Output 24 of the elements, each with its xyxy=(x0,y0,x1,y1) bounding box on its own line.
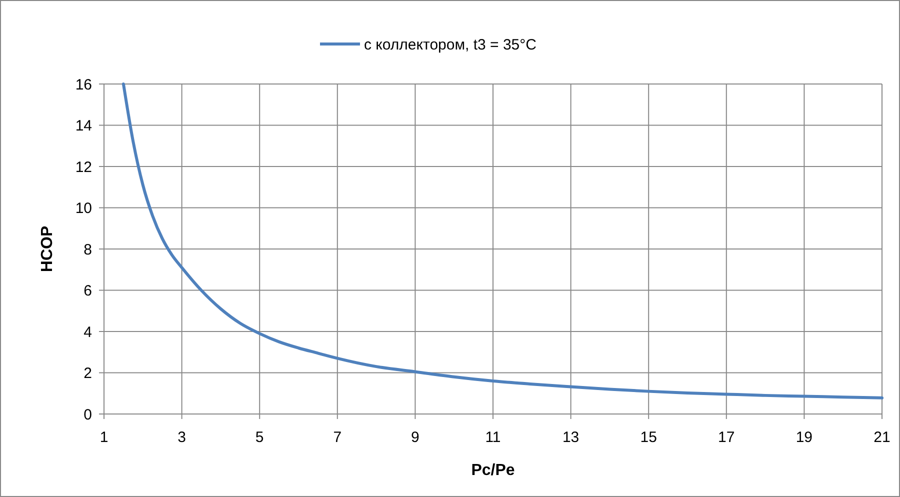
x-tick-label: 15 xyxy=(640,429,657,446)
x-tick-label: 3 xyxy=(178,429,186,446)
y-tick-label: 0 xyxy=(84,406,92,424)
line-series xyxy=(122,82,884,400)
x-axis-title: Pc/Pe xyxy=(471,462,515,479)
x-tick-label: 21 xyxy=(874,429,890,446)
x-tick-label: 1 xyxy=(100,429,108,446)
x-tick-label: 7 xyxy=(333,429,342,446)
y-tick-label: 12 xyxy=(75,158,92,176)
y-tick-label: 8 xyxy=(84,241,92,258)
y-tick-label: 4 xyxy=(84,324,92,341)
x-tick-label: 9 xyxy=(411,429,420,446)
y-axis-title: HCOP xyxy=(39,226,56,272)
y-tick-label: 6 xyxy=(84,282,92,300)
x-tick-label: 11 xyxy=(485,429,501,446)
y-tick-label: 10 xyxy=(75,200,92,217)
x-tick-label: 19 xyxy=(796,429,813,446)
y-tick-label: 14 xyxy=(75,118,92,134)
x-tick-label: 5 xyxy=(255,429,264,446)
x-tick-label: 13 xyxy=(562,429,580,446)
y-tick-label: 2 xyxy=(84,365,92,382)
y-tick-label: 16 xyxy=(75,76,92,94)
x-tick-label: 17 xyxy=(718,429,735,446)
legend-label: с коллектором, t3 = 35°C xyxy=(364,36,537,54)
